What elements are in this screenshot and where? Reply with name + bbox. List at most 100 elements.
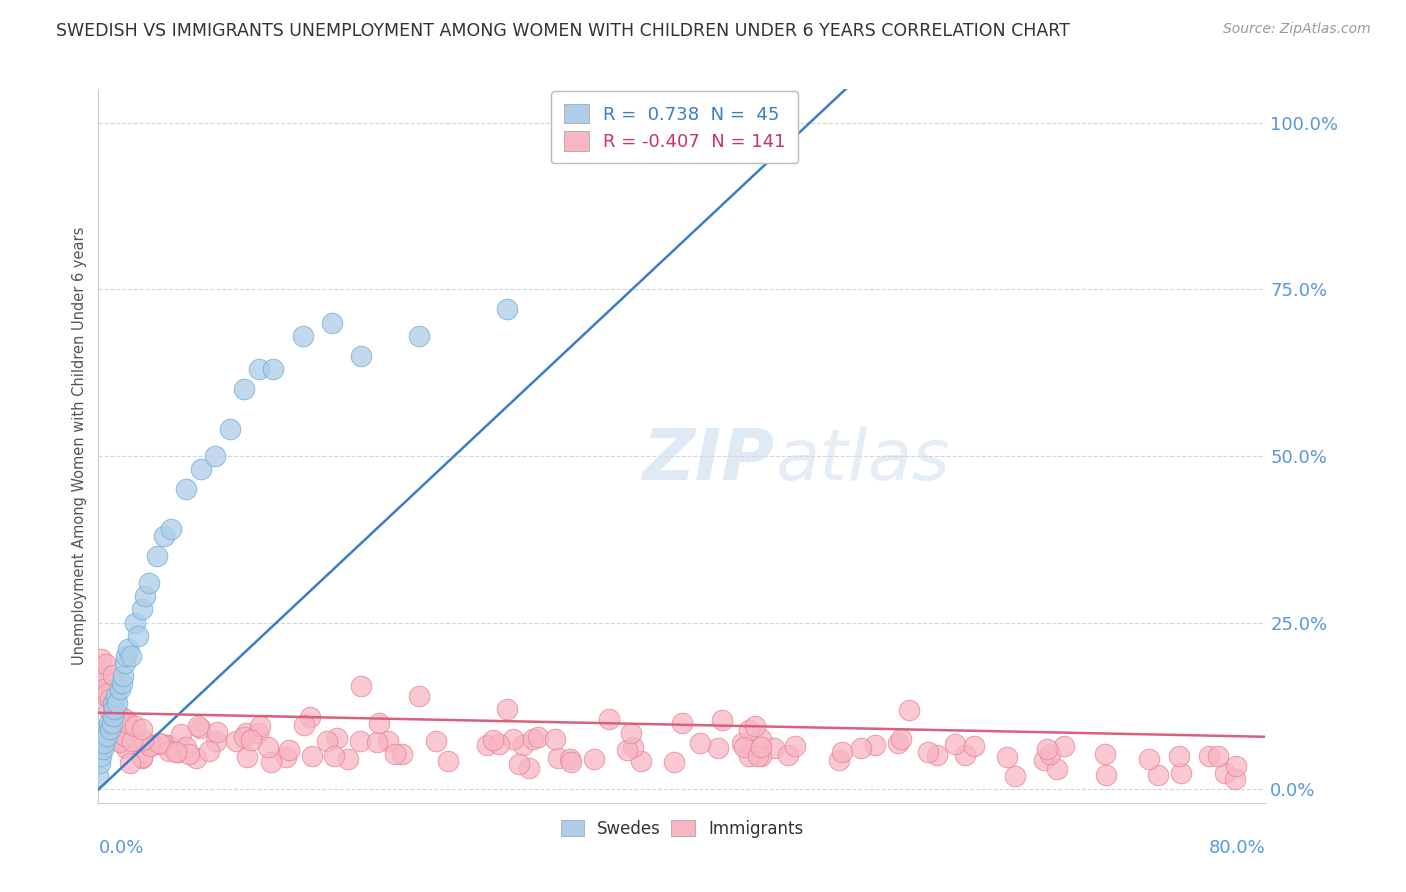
- Point: [117, 715, 139, 730]
- Text: ZIP: ZIP: [643, 425, 775, 495]
- Point: [321, 316, 343, 330]
- Point: [98, 692, 121, 706]
- Point: [1094, 747, 1116, 761]
- Point: [246, 726, 269, 740]
- Point: [103, 702, 125, 716]
- Point: [249, 719, 271, 733]
- Point: [141, 738, 163, 752]
- Point: [547, 751, 569, 765]
- Point: [851, 741, 873, 756]
- Point: [101, 709, 124, 723]
- Point: [325, 731, 347, 745]
- Point: [94, 657, 117, 671]
- Point: [620, 726, 643, 740]
- Point: [260, 755, 283, 769]
- Point: [747, 748, 769, 763]
- Point: [190, 721, 212, 735]
- Point: [146, 549, 169, 563]
- Point: [97, 703, 120, 717]
- Point: [87, 769, 110, 783]
- Point: [890, 732, 912, 747]
- Point: [157, 743, 180, 757]
- Point: [828, 753, 851, 767]
- Point: [408, 689, 430, 703]
- Point: [198, 744, 221, 758]
- Point: [120, 649, 142, 664]
- Point: [124, 615, 146, 630]
- Point: [89, 756, 111, 770]
- Point: [1147, 768, 1170, 782]
- Point: [153, 529, 176, 543]
- Point: [205, 725, 228, 739]
- Point: [101, 699, 124, 714]
- Point: [91, 669, 114, 683]
- Point: [134, 589, 156, 603]
- Point: [108, 735, 131, 749]
- Point: [89, 737, 111, 751]
- Point: [104, 706, 127, 720]
- Text: atlas: atlas: [775, 425, 950, 495]
- Point: [350, 349, 373, 363]
- Point: [1223, 772, 1246, 787]
- Point: [425, 733, 447, 747]
- Point: [783, 739, 806, 754]
- Point: [98, 729, 121, 743]
- Point: [731, 736, 754, 750]
- Point: [101, 696, 124, 710]
- Point: [274, 750, 297, 764]
- Point: [91, 732, 114, 747]
- Point: [733, 739, 755, 754]
- Point: [165, 745, 187, 759]
- Point: [131, 602, 153, 616]
- Point: [616, 743, 638, 757]
- Point: [738, 749, 761, 764]
- Point: [124, 719, 146, 733]
- Point: [662, 755, 685, 769]
- Point: [218, 422, 240, 436]
- Text: 80.0%: 80.0%: [1209, 839, 1265, 857]
- Point: [93, 736, 115, 750]
- Point: [316, 734, 339, 748]
- Point: [110, 682, 132, 697]
- Point: [91, 729, 114, 743]
- Point: [204, 733, 226, 747]
- Point: [105, 696, 128, 710]
- Point: [481, 732, 503, 747]
- Point: [236, 750, 259, 764]
- Point: [204, 449, 226, 463]
- Point: [1213, 766, 1236, 780]
- Point: [762, 741, 785, 756]
- Point: [1032, 753, 1054, 767]
- Point: [115, 649, 138, 664]
- Text: Source: ZipAtlas.com: Source: ZipAtlas.com: [1223, 22, 1371, 37]
- Point: [391, 747, 413, 761]
- Point: [291, 329, 314, 343]
- Point: [366, 735, 388, 749]
- Point: [160, 522, 183, 536]
- Point: [917, 745, 939, 759]
- Point: [131, 750, 153, 764]
- Point: [1225, 759, 1247, 773]
- Point: [1208, 748, 1230, 763]
- Point: [384, 747, 406, 761]
- Point: [508, 756, 530, 771]
- Point: [1095, 768, 1118, 782]
- Point: [955, 748, 977, 763]
- Point: [925, 747, 948, 762]
- Point: [711, 713, 734, 727]
- Point: [519, 761, 541, 775]
- Point: [91, 742, 114, 756]
- Point: [101, 731, 124, 745]
- Point: [112, 669, 135, 683]
- Text: SWEDISH VS IMMIGRANTS UNEMPLOYMENT AMONG WOMEN WITH CHILDREN UNDER 6 YEARS CORRE: SWEDISH VS IMMIGRANTS UNEMPLOYMENT AMONG…: [56, 22, 1070, 40]
- Point: [526, 730, 548, 744]
- Point: [131, 751, 153, 765]
- Point: [707, 741, 730, 756]
- Point: [179, 747, 201, 761]
- Point: [1004, 769, 1026, 783]
- Point: [522, 731, 544, 746]
- Point: [543, 731, 565, 746]
- Point: [298, 710, 321, 724]
- Point: [97, 715, 120, 730]
- Point: [1137, 752, 1160, 766]
